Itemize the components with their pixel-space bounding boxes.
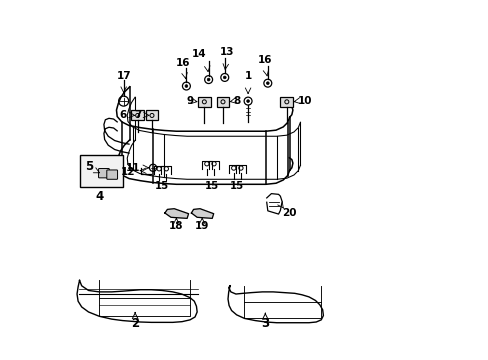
Bar — [280, 97, 293, 107]
Text: 16: 16 — [176, 58, 190, 68]
Text: 1: 1 — [244, 71, 251, 81]
Text: 16: 16 — [257, 55, 272, 65]
Bar — [80, 155, 122, 187]
Text: 2: 2 — [131, 317, 139, 330]
Polygon shape — [191, 209, 213, 219]
Text: 8: 8 — [233, 96, 240, 106]
Text: 7: 7 — [134, 110, 141, 120]
FancyBboxPatch shape — [99, 168, 109, 178]
FancyBboxPatch shape — [106, 170, 117, 179]
Text: 19: 19 — [195, 221, 209, 231]
Circle shape — [207, 78, 209, 81]
Circle shape — [223, 76, 225, 79]
Text: 15: 15 — [155, 181, 169, 191]
Text: 15: 15 — [230, 181, 244, 192]
Text: 10: 10 — [297, 96, 311, 106]
Bar — [198, 97, 210, 107]
Text: 4: 4 — [95, 190, 103, 203]
Text: 12: 12 — [121, 167, 135, 177]
Circle shape — [246, 100, 249, 103]
Text: 3: 3 — [261, 317, 269, 330]
Text: 14: 14 — [191, 49, 206, 59]
Text: 9: 9 — [186, 96, 193, 106]
Bar — [216, 97, 229, 107]
Circle shape — [266, 82, 268, 85]
Text: 11: 11 — [126, 163, 140, 173]
Text: 13: 13 — [219, 47, 233, 57]
Text: 17: 17 — [116, 71, 131, 81]
Text: 15: 15 — [204, 181, 218, 192]
Text: 18: 18 — [169, 221, 183, 231]
Polygon shape — [164, 209, 188, 219]
Text: 5: 5 — [85, 160, 93, 173]
Text: 6: 6 — [120, 110, 126, 120]
Text: 20: 20 — [281, 208, 296, 218]
Bar — [145, 111, 158, 121]
Bar — [131, 111, 144, 121]
Circle shape — [184, 85, 187, 87]
